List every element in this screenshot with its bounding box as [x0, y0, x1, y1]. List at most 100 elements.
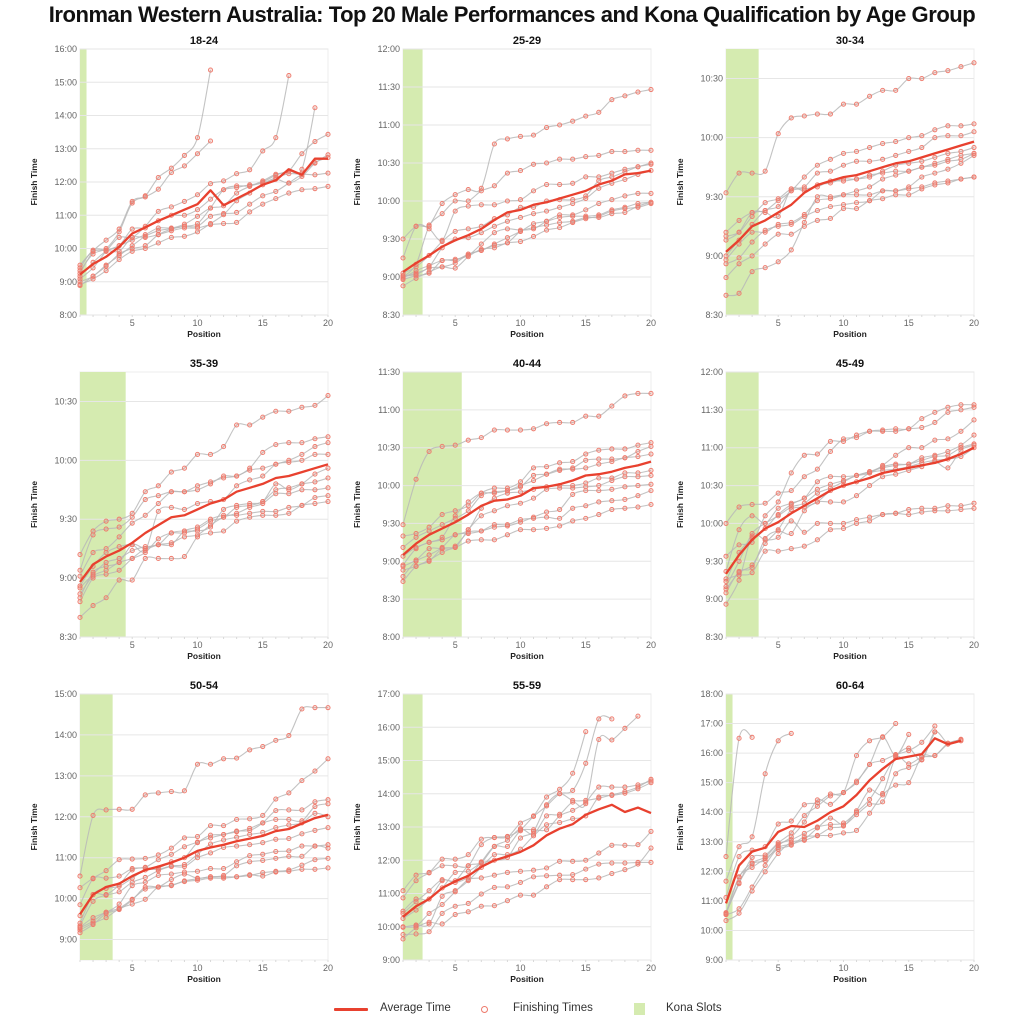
finishing-time-marker [247, 831, 253, 838]
finishing-time-marker [814, 537, 820, 543]
finishing-time-marker [570, 770, 576, 776]
finishing-time-marker [247, 504, 253, 510]
panel-title: 60-64 [836, 680, 865, 692]
finishing-time-marker [749, 884, 755, 890]
finishing-time-marker [544, 865, 550, 871]
finishing-time-marker [426, 448, 432, 455]
finishing-time-marker [103, 571, 109, 577]
y-tick-label: 13:00 [54, 771, 77, 781]
finishing-time-marker [155, 857, 161, 863]
finishing-time-marker [312, 799, 318, 805]
finishing-time-marker [853, 176, 860, 182]
finishing-time-marker [557, 485, 563, 491]
finishing-time-marker [299, 502, 305, 509]
finishing-time-marker [168, 882, 174, 888]
average-time-line [725, 140, 975, 253]
x-tick-label: 5 [130, 640, 135, 650]
finishing-time-marker [194, 135, 201, 141]
finishing-time-marker [478, 859, 484, 865]
year-series-line [79, 69, 212, 274]
finishing-time-marker [867, 144, 873, 151]
finishing-time-marker [207, 138, 214, 144]
finishing-time-marker [919, 158, 925, 164]
finishing-time-marker [400, 578, 406, 585]
finishing-time-marker [971, 144, 977, 151]
finishing-time-marker [478, 903, 484, 909]
finishing-time-marker [635, 203, 641, 209]
y-tick-label: 10:00 [377, 481, 400, 491]
finishing-time-marker [530, 225, 537, 231]
finishing-time-marker [557, 813, 563, 819]
finishing-time-marker [530, 827, 537, 833]
panel-title: 30-34 [836, 35, 865, 47]
finishing-time-marker [544, 124, 550, 131]
finishing-time-marker [155, 868, 161, 874]
finishing-time-marker [400, 895, 406, 901]
finishing-time-marker [762, 862, 768, 868]
finishing-time-marker [635, 504, 641, 510]
finishing-time-marker [517, 879, 524, 885]
finishing-time-marker [325, 865, 331, 871]
x-axis-label: Position [187, 974, 221, 984]
finishing-time-marker [971, 121, 977, 127]
finishing-time-marker [971, 174, 977, 180]
year-series-line [402, 453, 652, 557]
finishing-time-marker [286, 868, 292, 874]
finishing-time-marker [142, 879, 148, 885]
finishing-time-marker [853, 753, 860, 759]
finishing-time-marker [530, 867, 537, 873]
finishing-time-marker [155, 186, 161, 192]
finishing-time-marker [299, 862, 305, 868]
finishing-time-marker [286, 504, 292, 510]
finishing-time-marker [544, 208, 550, 214]
finishing-time-marker [775, 505, 781, 511]
finishing-time-marker [827, 815, 833, 821]
finishing-time-marker [181, 534, 187, 540]
finishing-time-marker [312, 857, 318, 863]
finishing-time-marker [736, 735, 742, 741]
finishing-time-marker [775, 534, 781, 540]
finishing-time-marker [867, 470, 873, 476]
finishing-time-marker [609, 871, 615, 877]
finishing-time-marker [814, 520, 820, 526]
finishing-time-marker [583, 515, 589, 521]
finishing-time-marker [155, 790, 161, 796]
kona-slots-band [726, 49, 759, 315]
finishing-time-marker [749, 239, 755, 245]
y-tick-label: 8:30 [705, 632, 723, 642]
finishing-time-marker [155, 872, 161, 878]
finishing-time-marker [207, 866, 214, 872]
finishing-time-marker [788, 818, 794, 824]
finishing-time-marker [517, 214, 524, 221]
finishing-time-marker [958, 428, 964, 434]
finishing-time-marker [260, 812, 266, 818]
finishing-time-marker [478, 247, 484, 253]
finishing-time-marker [893, 471, 899, 477]
finishing-time-marker [723, 553, 729, 559]
finishing-time-marker [853, 192, 860, 198]
finishing-time-marker [853, 158, 860, 164]
finishing-time-marker [736, 844, 742, 850]
finishing-time-marker [827, 194, 833, 200]
finishing-time-marker [635, 842, 641, 848]
finishing-time-marker [103, 550, 109, 556]
finishing-time-marker [260, 870, 266, 876]
finishing-time-marker [814, 111, 820, 117]
finishing-time-marker [221, 528, 227, 534]
finishing-time-marker [736, 261, 742, 267]
finishing-time-marker [775, 841, 781, 847]
finishing-time-marker [583, 465, 589, 471]
finishing-time-marker [491, 508, 497, 514]
finishing-time-marker [945, 404, 951, 410]
finishing-time-marker [181, 225, 187, 231]
finishing-time-marker [919, 424, 925, 431]
finishing-time-marker [775, 490, 781, 496]
finishing-time-marker [90, 569, 96, 575]
finishing-time-marker [919, 445, 925, 451]
finishing-time-marker [504, 235, 510, 241]
finishing-time-marker [286, 836, 292, 842]
finishing-time-marker [299, 866, 305, 872]
finishing-time-marker [932, 508, 938, 514]
finishing-time-marker [491, 141, 497, 147]
finishing-time-marker [814, 194, 820, 200]
